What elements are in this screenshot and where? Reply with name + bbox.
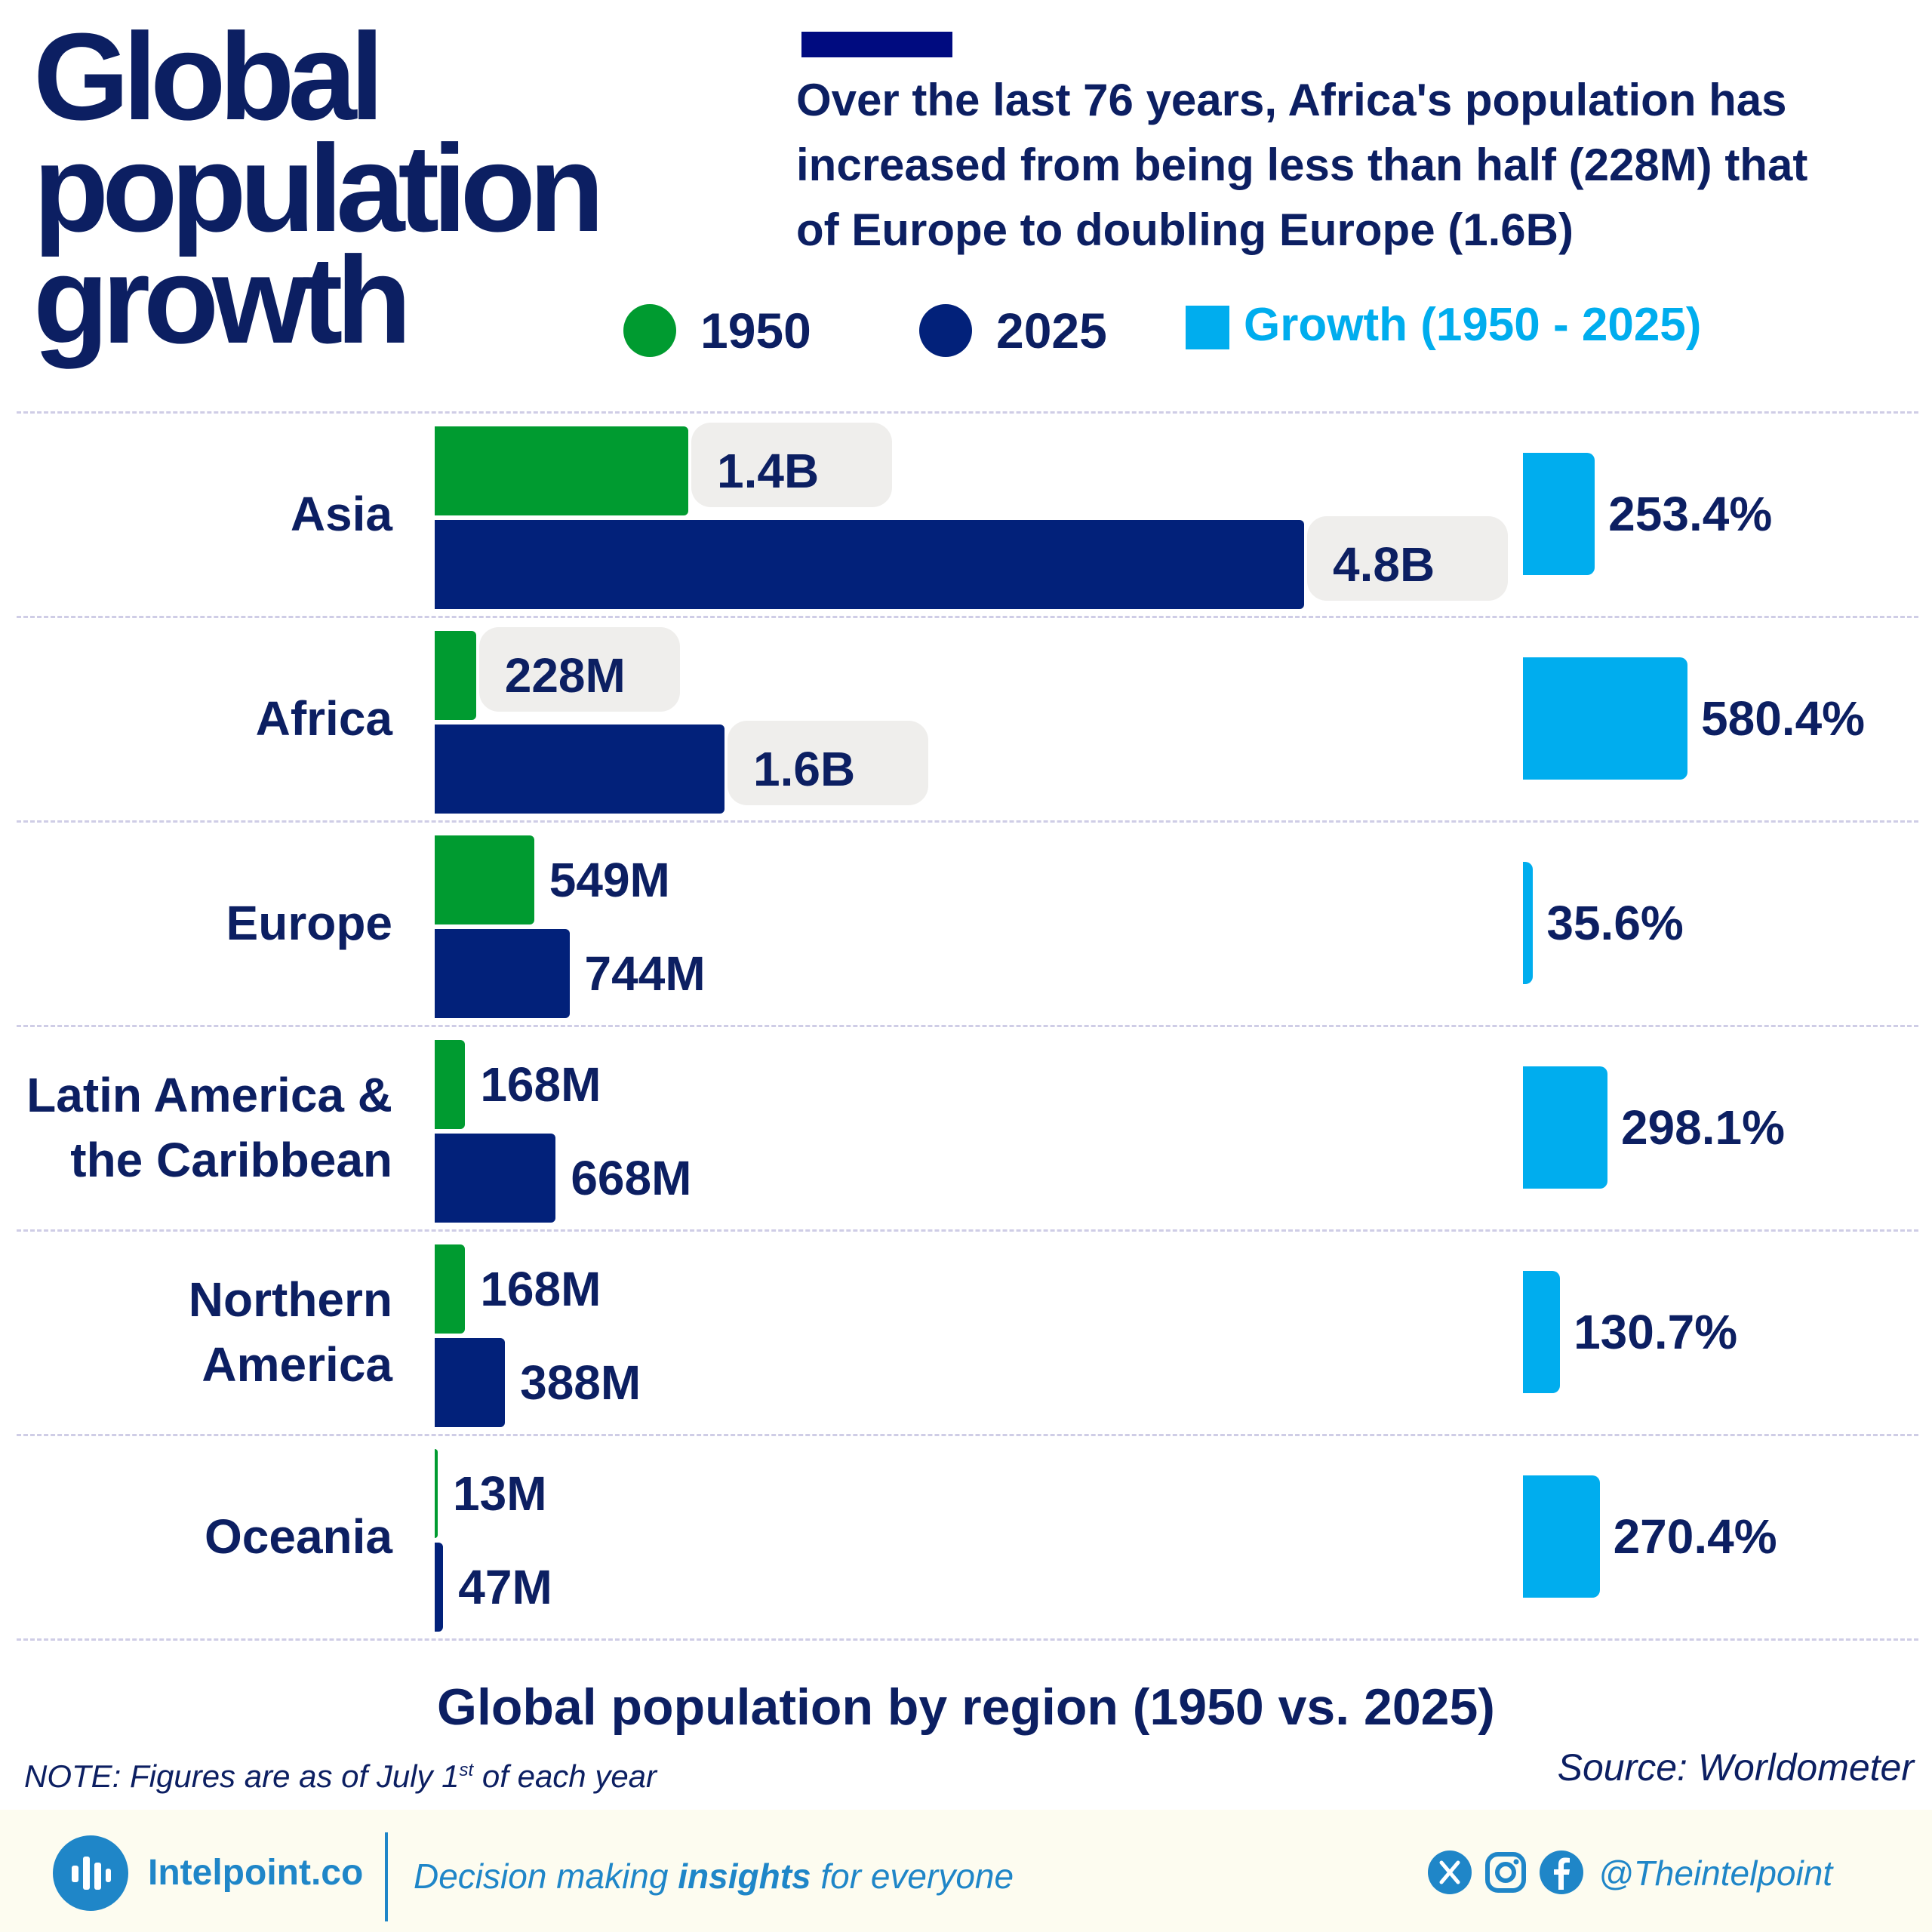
note-text: NOTE: Figures are as of July 1	[24, 1758, 460, 1794]
note-superscript: st	[459, 1760, 474, 1780]
legend-growth-label: Growth (1950 - 2025)	[1244, 299, 1702, 351]
bar-2025-0	[435, 520, 1304, 609]
row-divider	[17, 1638, 1918, 1641]
region-label: Asia	[291, 481, 392, 546]
growth-value-label: 130.7%	[1574, 1304, 1738, 1359]
accent-bar	[801, 32, 952, 57]
value-label-1950: 168M	[480, 1057, 601, 1112]
region-label-line: America	[202, 1337, 392, 1392]
tagline-bold: insights	[678, 1857, 811, 1896]
value-pill	[478, 627, 680, 712]
value-label-2025: 744M	[584, 946, 706, 1001]
bar-2025-3	[435, 1134, 556, 1223]
x-icon[interactable]	[1428, 1850, 1472, 1894]
region-label: Northern America	[189, 1267, 392, 1397]
note-text-end: of each year	[473, 1758, 657, 1794]
value-label-1950: 13M	[453, 1466, 547, 1521]
growth-bar-3	[1523, 1066, 1607, 1189]
subtitle: Over the last 76 years, Africa's populat…	[796, 68, 1921, 263]
row-divider	[17, 616, 1918, 618]
value-label-2025: 1.6B	[753, 742, 856, 796]
row-divider	[17, 1229, 1918, 1232]
value-pill	[691, 423, 892, 507]
legend-growth-swatch	[1186, 306, 1229, 349]
region-label: Europe	[226, 891, 392, 955]
instagram-icon[interactable]	[1484, 1850, 1527, 1894]
bar-1950-4	[435, 1244, 466, 1334]
region-label: Oceania	[205, 1504, 392, 1569]
footer-divider	[385, 1832, 388, 1921]
value-label-2025: 668M	[571, 1151, 692, 1205]
region-label-line: Asia	[290, 486, 392, 541]
growth-value-label: 253.4%	[1608, 486, 1773, 541]
region-label-line: Latin America &	[26, 1067, 392, 1122]
growth-value-label: 298.1%	[1620, 1100, 1786, 1155]
brand-name[interactable]: Intelpoint.co	[148, 1853, 364, 1893]
intelpoint-logo-icon	[53, 1835, 128, 1911]
value-pill	[1307, 516, 1508, 601]
growth-bar-2	[1523, 861, 1534, 984]
value-label-1950: 549M	[549, 853, 670, 907]
region-label-line: Oceania	[204, 1509, 392, 1564]
region-label: Latin America & the Caribbean	[26, 1063, 392, 1192]
legend-2025-label: 2025	[996, 303, 1107, 358]
page-title: Global population growth	[33, 8, 605, 369]
value-pill	[728, 721, 928, 805]
value-label-1950: 228M	[504, 648, 626, 703]
growth-value-label: 580.4%	[1701, 691, 1866, 746]
facebook-icon[interactable]	[1540, 1850, 1583, 1894]
bar-2025-2	[435, 929, 570, 1018]
value-label-2025: 388M	[520, 1355, 641, 1410]
growth-bar-0	[1523, 452, 1595, 575]
row-divider	[17, 1025, 1918, 1027]
value-label-1950: 1.4B	[717, 444, 820, 498]
legend-2025-swatch	[919, 304, 972, 357]
region-label: Africa	[256, 686, 392, 751]
region-label-line: Africa	[255, 691, 392, 746]
growth-bar-5	[1523, 1475, 1600, 1598]
tagline-text-end: for everyone	[811, 1857, 1014, 1896]
bar-1950-0	[435, 426, 688, 515]
bar-2025-1	[435, 724, 724, 814]
row-divider	[17, 411, 1918, 414]
title-line: growth	[33, 231, 412, 369]
title-line: Global	[33, 8, 384, 146]
legend-1950-label: 1950	[700, 303, 811, 358]
bar-2025-4	[435, 1338, 506, 1427]
footer-bar	[0, 1810, 1932, 1932]
subtitle-line: Over the last 76 years, Africa's populat…	[796, 75, 1787, 125]
region-label-line: Northern	[188, 1272, 392, 1327]
growth-value-label: 35.6%	[1546, 895, 1684, 950]
row-divider	[17, 820, 1918, 823]
bar-1950-2	[435, 835, 534, 924]
title-line: population	[33, 119, 605, 257]
subtitle-line: increased from being less than half (228…	[796, 140, 1808, 190]
tagline-text: Decision making	[414, 1857, 678, 1896]
growth-value-label: 270.4%	[1613, 1509, 1777, 1564]
row-divider	[17, 1434, 1918, 1436]
region-label-line: the Caribbean	[70, 1132, 392, 1187]
subtitle-line: of Europe to doubling Europe (1.6B)	[796, 205, 1574, 255]
value-label-2025: 4.8B	[1333, 537, 1435, 592]
growth-bar-1	[1523, 657, 1687, 780]
bar-1950-3	[435, 1040, 466, 1129]
bar-1950-1	[435, 631, 476, 720]
region-label-line: Europe	[226, 895, 392, 950]
note: NOTE: Figures are as of July 1st of each…	[24, 1751, 657, 1796]
social-handle[interactable]: @Theintelpoint	[1598, 1854, 1833, 1893]
chart-caption: Global population by region (1950 vs. 20…	[437, 1678, 1495, 1736]
value-label-1950: 168M	[480, 1262, 601, 1316]
bar-1950-5	[435, 1449, 438, 1538]
value-label-2025: 47M	[458, 1560, 552, 1614]
tagline: Decision making insights for everyone	[414, 1854, 1014, 1899]
bar-2025-5	[435, 1543, 444, 1632]
legend-1950-swatch	[623, 304, 676, 357]
growth-bar-4	[1523, 1270, 1561, 1393]
source: Source: Worldometer	[1557, 1746, 1914, 1789]
